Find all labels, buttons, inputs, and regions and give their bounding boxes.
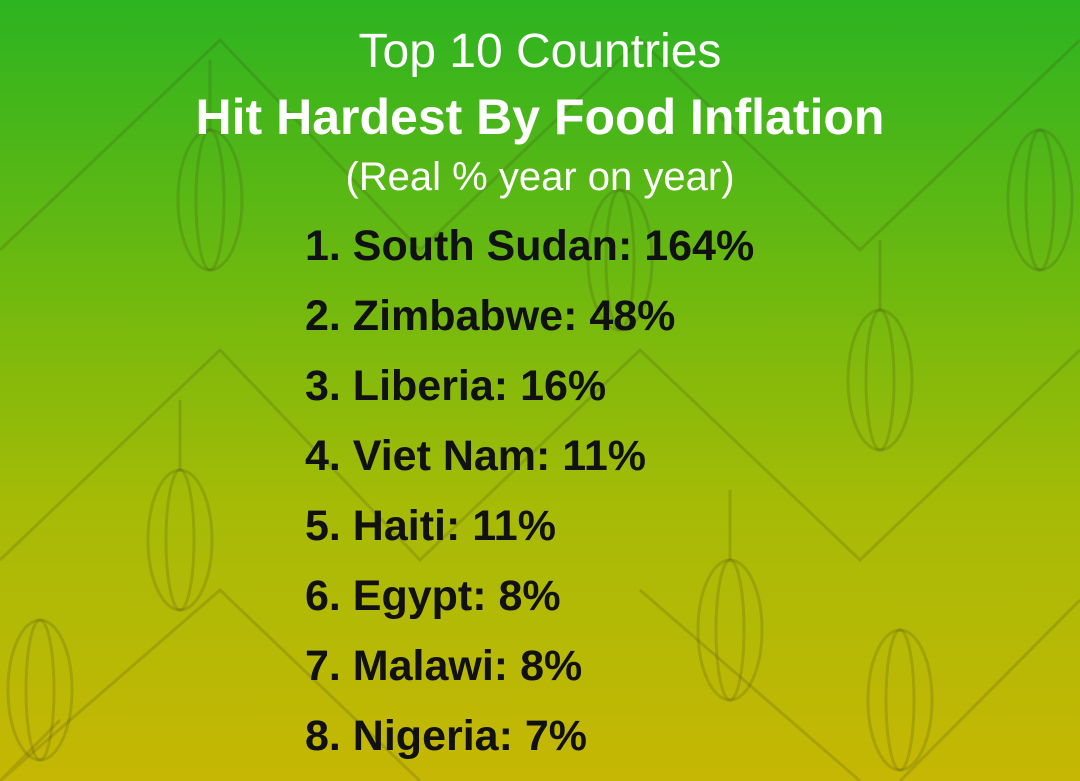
subtitle: Hit Hardest By Food Inflation xyxy=(195,89,885,145)
note: (Real % year on year) xyxy=(345,155,735,199)
list-item: 6. Egypt: 8% xyxy=(305,572,561,620)
list-item: 7. Malawi: 8% xyxy=(305,642,583,690)
list-item: 1. South Sudan: 164% xyxy=(305,222,755,270)
list-item: 4. Viet Nam: 11% xyxy=(305,432,646,480)
title: Top 10 Countries xyxy=(358,25,722,78)
list-item: 2. Zimbabwe: 48% xyxy=(305,292,676,340)
list-item: 5. Haiti: 11% xyxy=(305,502,556,550)
list-item: 3. Liberia: 16% xyxy=(305,362,607,410)
list-item: 8. Nigeria: 7% xyxy=(305,712,587,760)
